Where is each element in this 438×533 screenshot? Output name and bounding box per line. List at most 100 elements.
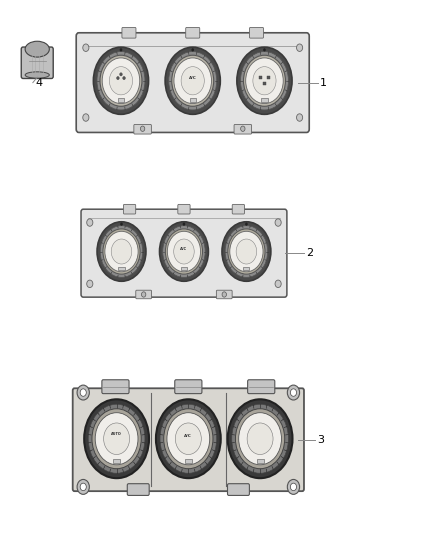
Circle shape <box>100 225 143 277</box>
Circle shape <box>141 126 145 132</box>
FancyBboxPatch shape <box>76 33 309 133</box>
FancyBboxPatch shape <box>73 388 304 491</box>
Circle shape <box>172 55 214 106</box>
Circle shape <box>174 58 212 103</box>
FancyBboxPatch shape <box>247 379 275 393</box>
Circle shape <box>290 483 297 490</box>
Circle shape <box>169 52 217 110</box>
Circle shape <box>175 423 201 455</box>
Circle shape <box>120 49 122 52</box>
Circle shape <box>88 404 145 473</box>
Circle shape <box>141 292 146 297</box>
FancyBboxPatch shape <box>127 484 149 496</box>
Text: 4: 4 <box>35 78 42 87</box>
Text: AUTO: AUTO <box>111 432 122 436</box>
Bar <box>190 98 196 102</box>
Circle shape <box>77 385 89 400</box>
Circle shape <box>102 58 140 103</box>
Circle shape <box>275 219 281 226</box>
Circle shape <box>83 44 89 52</box>
Circle shape <box>104 423 130 455</box>
FancyBboxPatch shape <box>178 204 190 214</box>
Circle shape <box>237 47 292 115</box>
Text: 2: 2 <box>307 248 314 258</box>
Circle shape <box>117 76 119 80</box>
Circle shape <box>80 483 86 490</box>
Text: A/C: A/C <box>184 434 192 438</box>
Circle shape <box>167 231 201 272</box>
Circle shape <box>123 76 125 80</box>
Circle shape <box>120 73 122 76</box>
Ellipse shape <box>25 41 49 57</box>
Text: A/C: A/C <box>180 247 187 251</box>
Bar <box>267 76 270 79</box>
Circle shape <box>247 423 273 455</box>
Circle shape <box>97 52 145 110</box>
Circle shape <box>95 413 138 465</box>
FancyBboxPatch shape <box>124 204 136 214</box>
Circle shape <box>297 114 303 122</box>
Circle shape <box>120 223 123 226</box>
FancyBboxPatch shape <box>21 47 53 78</box>
Circle shape <box>239 413 282 465</box>
Circle shape <box>159 222 208 281</box>
Circle shape <box>222 292 226 297</box>
FancyBboxPatch shape <box>134 125 152 134</box>
Circle shape <box>246 58 283 103</box>
Circle shape <box>225 225 268 277</box>
FancyBboxPatch shape <box>227 484 249 496</box>
Circle shape <box>84 399 149 478</box>
Circle shape <box>263 49 266 52</box>
Circle shape <box>87 219 93 226</box>
FancyBboxPatch shape <box>186 27 200 38</box>
Bar <box>263 82 266 85</box>
Circle shape <box>174 239 194 264</box>
Circle shape <box>165 47 220 115</box>
Circle shape <box>236 239 257 264</box>
Circle shape <box>240 126 245 132</box>
Bar <box>114 74 128 84</box>
Circle shape <box>87 280 93 288</box>
Circle shape <box>228 229 265 274</box>
Circle shape <box>92 409 141 469</box>
FancyBboxPatch shape <box>122 27 136 38</box>
FancyBboxPatch shape <box>250 27 264 38</box>
Circle shape <box>232 404 289 473</box>
Circle shape <box>253 67 276 95</box>
Circle shape <box>230 231 263 272</box>
Circle shape <box>80 389 86 397</box>
Circle shape <box>287 480 300 495</box>
Circle shape <box>290 389 297 397</box>
Circle shape <box>287 385 300 400</box>
Circle shape <box>83 114 89 122</box>
Circle shape <box>103 229 140 274</box>
Circle shape <box>93 47 148 115</box>
Circle shape <box>245 223 248 226</box>
FancyBboxPatch shape <box>81 209 287 297</box>
Circle shape <box>77 480 89 495</box>
Circle shape <box>97 222 146 281</box>
Circle shape <box>228 399 293 478</box>
Circle shape <box>156 399 221 478</box>
Circle shape <box>181 67 204 95</box>
Circle shape <box>236 409 285 469</box>
Text: 3: 3 <box>318 435 325 445</box>
Circle shape <box>164 409 213 469</box>
Circle shape <box>275 280 281 288</box>
FancyBboxPatch shape <box>102 379 129 393</box>
Text: A/C: A/C <box>189 76 197 80</box>
Ellipse shape <box>25 72 49 78</box>
FancyBboxPatch shape <box>234 125 251 134</box>
Bar <box>118 267 124 270</box>
FancyBboxPatch shape <box>175 379 202 393</box>
Circle shape <box>244 55 286 106</box>
Circle shape <box>191 49 194 52</box>
Bar <box>257 459 264 463</box>
Bar <box>244 267 250 270</box>
Bar <box>185 459 192 463</box>
Circle shape <box>162 225 205 277</box>
Bar <box>261 98 268 102</box>
Text: 1: 1 <box>320 78 327 87</box>
FancyBboxPatch shape <box>216 290 232 298</box>
FancyBboxPatch shape <box>136 290 152 298</box>
